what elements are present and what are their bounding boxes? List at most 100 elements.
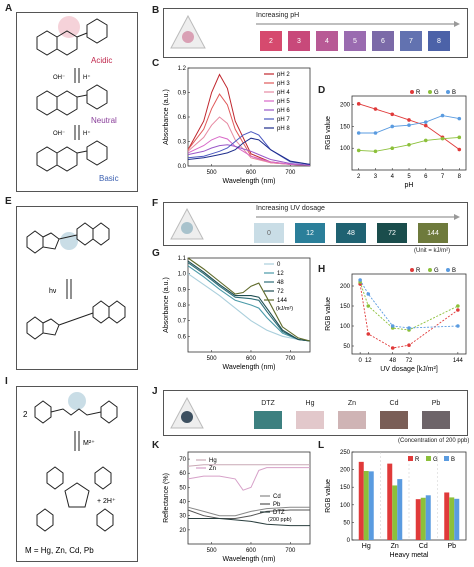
x-axis-label: Wavelength (nm) [222,556,275,563]
panel-label-i: I [5,376,8,387]
y-axis-label: RGB value [325,479,332,513]
series-line-12 [187,265,311,342]
anthocyanin-structures: Acidic Neutral Basic OH⁻ H⁺ OH⁻ H⁺ [36,16,119,183]
legend-unit: (200 ppb) [268,517,292,523]
x-tick-label: 500 [207,548,218,554]
x-tick-label: 600 [246,548,257,554]
swatch-1: 12 [295,223,325,243]
plot-frame [187,67,311,167]
swatch-3 [380,411,408,429]
ph-arrow [256,21,460,27]
series-line-G [359,281,459,331]
legend-label-pH 3: pH 3 [277,81,290,87]
legend-label-G: G [433,457,438,463]
y-tick-label: 0.6 [178,334,187,340]
x-tick-label: 144 [453,358,464,364]
y-tick-label: 100 [340,324,351,330]
sensor-array-icon-metal [170,396,204,429]
data-point-G [423,138,428,143]
basic-label: Basic [99,174,119,183]
bar-Hg-B [368,471,374,540]
y-tick-label: 1.2 [178,66,187,72]
panel-label-a: A [5,3,13,14]
swatch-0 [254,411,282,429]
data-point-R [366,332,371,336]
series-line-48 [187,262,311,342]
bar-Cd-G [420,497,426,540]
sensor-array-icon-uv [170,207,204,240]
legend-label-Pb: Pb [273,502,281,508]
oh-label-1: OH⁻ [53,75,65,81]
data-point-R [356,102,361,106]
y-tick-label: 100 [340,146,351,152]
swatch-3: 5 [344,31,366,51]
legend-label-R: R [416,90,421,96]
y-tick-label: 150 [340,485,351,491]
x-tick-label: 5 [407,174,411,180]
legend-dot-B [446,90,450,94]
swatch-header-0: DTZ [261,400,275,407]
bar-Zn-B [397,479,403,540]
y-tick-label: 0.9 [178,287,187,293]
x-tick-label: 6 [424,174,428,180]
x-tick-label: 600 [246,170,257,176]
x-tick-label: 600 [246,356,257,362]
y-tick-label: 200 [340,103,351,109]
series-line-pH 5 [187,136,311,166]
x-tick-label: 48 [389,358,396,364]
x-tick-label: 12 [365,358,372,364]
y-tick-label: 0.6 [178,115,187,121]
bar-Zn-R [387,463,393,540]
series-line-pH 2 [187,73,311,166]
swatch-4: 6 [372,31,394,51]
y-tick-label: 0.7 [178,319,187,325]
legend-label-Zn: Zn [209,466,216,472]
metal-ion-label: M²⁺ [83,440,95,447]
legend-label-B: B [452,90,456,96]
swatch-1 [296,411,324,429]
panel-label-k: K [152,440,160,451]
legend-dot-G [428,268,432,272]
y-tick-label: 40 [179,500,186,506]
series-line-pH 7 [187,131,311,165]
chart-g: 500 600 700 0.6 0.7 0.8 0.9 1.0 1.1 Wavelength (n… [163,256,311,371]
data-point-B [358,278,362,282]
uv-arrow [256,214,460,220]
x-tick-label: 72 [406,358,413,364]
panel-i-box: 2 M²⁺ + 2H⁺ M = Hg, Zn, Cd, Pb [16,386,138,562]
series-line-DTZ [188,518,310,527]
x-axis-label: UV dosage [kJ/m²] [380,366,438,373]
data-point-G [390,146,395,151]
swatch-0: 2 [260,31,282,51]
data-point-R [457,147,462,152]
legend-label-pH 7: pH 7 [277,117,290,123]
sensor-array-icon [170,14,206,49]
h-label-2: H⁺ [83,130,91,137]
panel-f-box: Increasing UV dosage 0 12 48 72 144 [163,202,468,246]
chart-c: 500 600 700 0.0 0.3 0.6 0.9 1.2 Wavelength (nm) A… [163,66,311,185]
chart-l: 0 50 100 150 200 250 Hg Zn Cd Pb Heavy metal RGB va… [325,450,467,559]
y-tick-label: 0.8 [178,303,187,309]
data-point-B [356,131,361,135]
data-point-B [456,324,460,328]
x-tick-label: 3 [374,174,378,180]
legend-dot-G [428,90,432,94]
data-point-B [407,123,411,127]
legend-label-72: 72 [277,289,284,295]
legend-label-B: B [451,457,455,463]
y-tick-label: 150 [340,304,351,310]
legend-label-Cd: Cd [273,494,281,500]
panel-label-j: J [152,386,158,397]
data-point-B [390,324,395,328]
metal-list-label: M = Hg, Zn, Cd, Pb [25,546,94,555]
x-tick-label: 7 [441,174,445,180]
series-line-Zn [187,467,310,491]
y-tick-label: 200 [340,284,351,290]
series-line-72 [187,260,311,342]
y-tick-label: 50 [343,344,350,350]
acidic-label: Acidic [91,56,112,65]
panel-a-box: Acidic Neutral Basic OH⁻ H⁺ OH⁻ H⁺ [16,12,138,192]
data-point-B [440,113,445,118]
panel-label-h: H [318,264,326,275]
